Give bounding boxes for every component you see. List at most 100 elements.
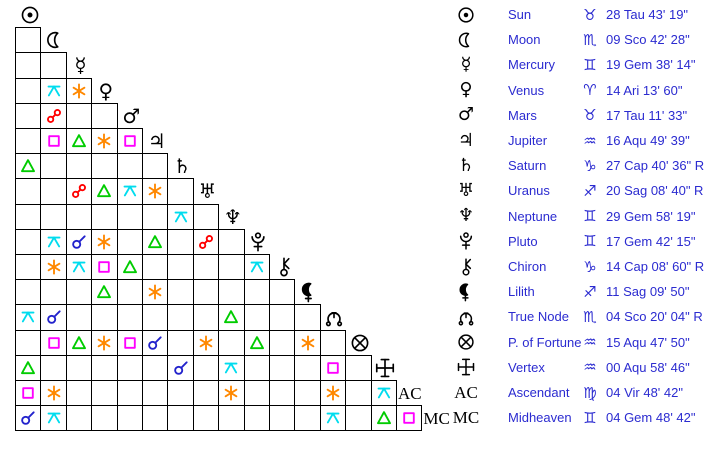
aspect-cell-vertex-mars	[116, 354, 143, 381]
planet-row-sun: Sun ♉ 28 Tau 43' 19"	[0, 2, 705, 27]
sextile-icon	[148, 183, 162, 199]
ac-label: AC	[398, 383, 422, 403]
quincunx-icon	[21, 312, 35, 323]
trine-icon	[376, 411, 391, 425]
planet-row-saturn: ♄ Saturn ♑ 27 Cap 40' 36" R	[0, 153, 705, 178]
aspect-cell-neptune-saturn	[167, 203, 194, 230]
taurus-icon: ♉	[583, 5, 597, 24]
planet-name: Midheaven	[508, 410, 572, 426]
planet-position: 27 Cap 40' 36" R	[606, 158, 705, 174]
grid-planet-mars: ♂	[117, 103, 146, 129]
planet-glyph-cell: ♃	[449, 128, 483, 153]
quincunx-icon	[47, 85, 61, 97]
planet-row-mars: ♂ Mars ♉ 17 Tau 11' 33"	[0, 103, 705, 128]
aspect-cell-venus-moon	[40, 77, 67, 104]
sextile-icon	[47, 385, 60, 401]
planet-row-chiron: Chiron ♑ 14 Cap 08' 60" R	[0, 254, 705, 279]
sun-icon	[21, 6, 39, 24]
planet-glyph-cell: ☿	[449, 52, 483, 77]
planet-name: Sun	[508, 7, 532, 23]
lilith-icon	[301, 282, 313, 303]
quincunx-icon	[47, 412, 61, 424]
sextile-icon	[301, 335, 314, 351]
planet-glyph-cell: ♅	[449, 178, 483, 203]
aspect-cell-lilith-saturn	[167, 279, 194, 306]
aspect-cell-uranus-saturn	[167, 178, 194, 205]
aspect-cell-mercury-moon	[40, 52, 67, 79]
planet-glyph-cell	[449, 279, 483, 304]
aspect-cell-saturn-mars	[116, 153, 143, 180]
aspect-cell-jupiter-mars	[116, 128, 143, 155]
grid-planet-mercury: ☿	[66, 52, 95, 78]
sagittarius-icon: ♐	[583, 282, 597, 301]
vertex-icon	[457, 358, 475, 376]
taurus-icon: ♉	[583, 106, 597, 125]
conjunction-icon	[72, 235, 86, 249]
trine-icon	[249, 335, 264, 349]
gemini-icon: ♊	[583, 232, 597, 251]
conjunction-icon	[148, 336, 162, 350]
planet-position: 19 Gem 38' 14"	[606, 57, 696, 73]
grid-planet-pluto	[244, 229, 273, 255]
grid-planet-moon	[40, 27, 69, 53]
grid-planet-venus: ♀	[91, 78, 120, 104]
planet-name: Uranus	[508, 183, 550, 199]
aspect-cell-pluto-mercury	[65, 228, 93, 255]
grid-planet-lilith	[294, 279, 323, 305]
aspect-cell-mc-lilith	[294, 405, 321, 432]
quincunx-icon	[174, 211, 188, 223]
planet-name: Ascendant	[508, 385, 570, 401]
aspect-cell-p_fortune-true_node	[319, 329, 347, 356]
neptune-icon: ♆	[223, 204, 242, 229]
sextile-icon	[199, 335, 213, 351]
aspect-cell-pluto-moon	[40, 228, 67, 255]
planet-position: 14 Ari 13' 60"	[606, 82, 683, 98]
trine-icon	[97, 184, 112, 198]
aspect-cell-pluto-neptune	[218, 228, 245, 255]
trine-icon	[72, 335, 86, 349]
planet-glyph-cell: MC	[449, 405, 483, 430]
moon-icon	[47, 32, 59, 49]
p-fortune-icon	[458, 334, 474, 350]
capricorn-icon: ♑	[583, 156, 597, 175]
aspect-cell-mars-moon	[40, 102, 67, 129]
aspect-cell-mc-vertex	[370, 405, 397, 432]
planet-position: 20 Sag 08' 40" R	[606, 183, 704, 199]
planet-position: 17 Tau 11' 33"	[606, 107, 688, 123]
square-icon	[124, 336, 136, 349]
grid-planet-chiron	[269, 254, 298, 280]
square-icon	[124, 135, 136, 147]
conjunction-icon	[173, 361, 188, 375]
square-icon	[98, 261, 111, 273]
planet-row-true_node: True Node ♏ 04 Sco 20' 04" R	[0, 304, 705, 329]
aspect-cell-venus-sun	[15, 77, 42, 104]
gemini-icon: ♊	[583, 408, 597, 427]
sextile-icon	[72, 83, 86, 99]
planet-glyph-cell	[449, 229, 483, 254]
planet-position: 17 Gem 42' 15"	[606, 233, 696, 249]
square-icon	[327, 362, 339, 374]
pluto-icon	[459, 232, 473, 250]
planet-glyph-cell	[449, 27, 483, 52]
planet-glyph-cell: ♄	[449, 153, 483, 178]
jupiter-icon: ♃	[457, 129, 475, 151]
opposition-icon	[72, 184, 86, 199]
aspect-cell-lilith-neptune	[218, 279, 245, 306]
planet-name: Chiron	[508, 259, 547, 275]
aspect-cell-true_node-chiron	[269, 304, 296, 331]
trine-icon	[148, 235, 163, 248]
planet-position: 15 Aqu 47' 50"	[606, 334, 690, 350]
planet-name: Neptune	[508, 208, 558, 224]
conjunction-icon	[46, 310, 61, 325]
planet-position: 29 Gem 58' 19"	[606, 208, 696, 224]
planet-glyph-cell	[449, 254, 483, 279]
aquarius-icon: ♒	[583, 333, 597, 352]
square-icon	[22, 387, 34, 399]
trine-icon	[122, 260, 137, 274]
aries-icon: ♈	[583, 81, 597, 100]
grid-planet-mc: MC	[423, 405, 452, 431]
conjunction-icon	[21, 411, 35, 426]
quincunx-icon	[326, 412, 340, 424]
planet-name: Saturn	[508, 158, 547, 174]
